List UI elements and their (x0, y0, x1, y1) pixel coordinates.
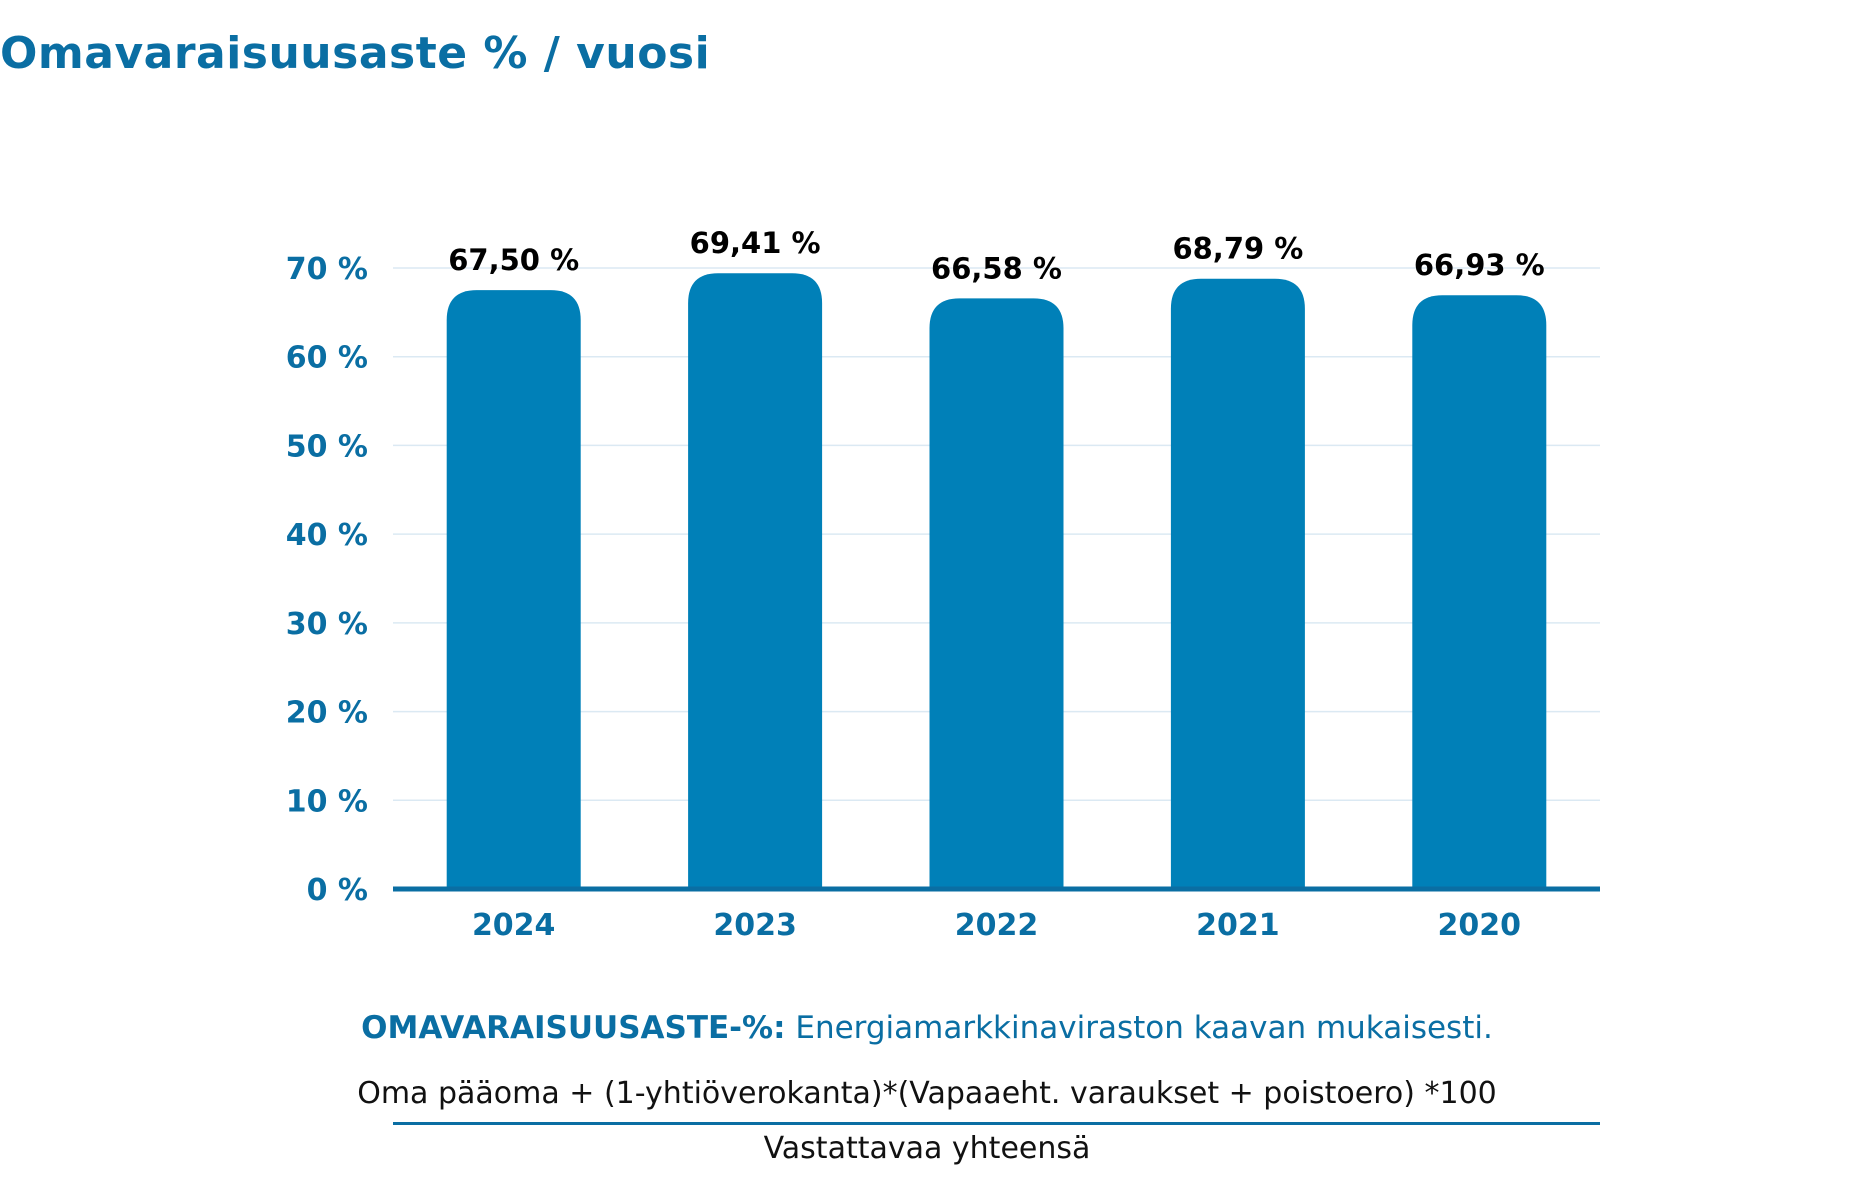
y-tick-label: 70 % (286, 252, 368, 287)
y-tick-label: 20 % (286, 696, 368, 731)
x-tick-label: 2023 (713, 908, 797, 943)
bars (446, 273, 1547, 889)
value-labels: 67,50 % 69,41 % 66,58 % 68,79 % 66,93 % (448, 226, 1544, 285)
formula-denominator: Vastattavaa yhteensä (763, 1131, 1091, 1166)
x-tick-label: 2024 (472, 908, 556, 943)
chart-title: Omavaraisuusaste % / vuosi (0, 28, 711, 79)
y-tick-label: 10 % (286, 784, 368, 819)
y-tick-label: 50 % (286, 429, 368, 464)
y-tick-label: 40 % (286, 518, 368, 553)
y-tick-label: 30 % (286, 607, 368, 642)
y-axis-tick-labels: 0 % 10 % 20 % 30 % 40 % 50 % 60 % 70 % (286, 252, 368, 908)
x-tick-label: 2020 (1438, 908, 1522, 943)
bar (1412, 295, 1547, 889)
bar-chart: 0 %10 %20 %30 %40 %50 %60 %70 % 67,50 % 6… (286, 226, 1600, 943)
formula-heading-text: Energiamarkkinaviraston kaavan mukaisest… (785, 1010, 1493, 1046)
fraction-line (393, 1122, 1600, 1125)
x-tick-label: 2021 (1196, 908, 1280, 943)
value-label: 66,93 % (1414, 248, 1545, 282)
bar (446, 290, 581, 889)
bar (688, 273, 823, 889)
formula-heading: OMAVARAISUUSASTE-%: Energiamarkkinaviras… (0, 1010, 1854, 1046)
formula-heading-bold: OMAVARAISUUSASTE-%: (361, 1010, 786, 1046)
y-tick-label: 0 % (307, 873, 368, 908)
y-tick-label: 60 % (286, 341, 368, 376)
value-label: 66,58 % (931, 251, 1062, 285)
value-label: 67,50 % (448, 243, 579, 277)
bar (1170, 278, 1305, 889)
value-label: 68,79 % (1172, 232, 1303, 266)
value-label: 69,41 % (690, 226, 821, 260)
formula-numerator: Oma pääoma + (1-yhtiöverokanta)*(Vapaaeh… (357, 1076, 1497, 1111)
x-tick-label: 2022 (955, 908, 1039, 943)
bar (929, 298, 1064, 889)
x-axis-tick-labels: 2024 2023 2022 2021 2020 (472, 908, 1521, 943)
